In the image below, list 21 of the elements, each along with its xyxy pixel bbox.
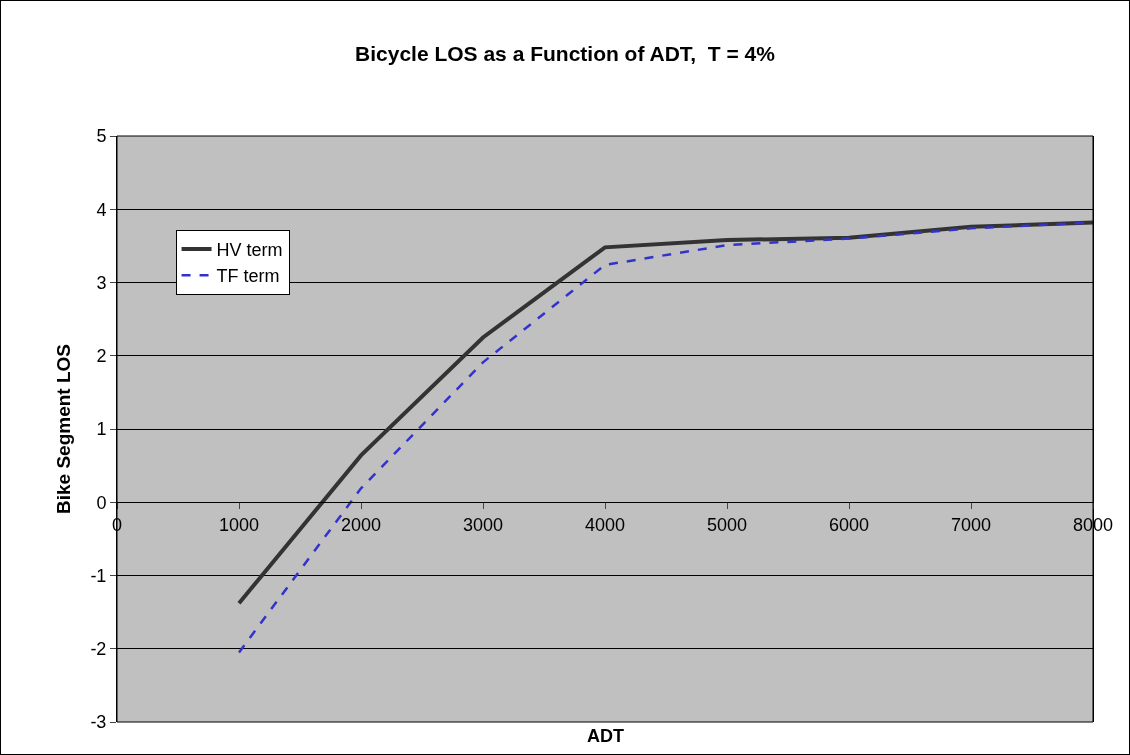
y-tick-label: -3	[90, 712, 107, 733]
y-tick-label: 1	[96, 419, 107, 440]
chart-title: Bicycle LOS as a Function of ADT, T = 4%	[355, 42, 776, 66]
y-tick-label: 3	[96, 272, 107, 293]
x-tick-label: 2000	[340, 514, 382, 535]
x-tick-label: 7000	[950, 514, 992, 535]
x-tick-label: 5000	[706, 514, 748, 535]
y-tick-label: -2	[90, 639, 107, 660]
y-tick-label: 4	[96, 199, 107, 220]
y-tick-label: 2	[96, 346, 107, 367]
y-axis-title: Bike Segment LOS	[53, 344, 75, 514]
x-tick-label: 4000	[584, 514, 626, 535]
x-tick-label: 1000	[218, 514, 260, 535]
legend-label: TF term	[216, 266, 280, 287]
y-tick-label: 0	[96, 492, 107, 513]
x-tick-label: 6000	[828, 514, 870, 535]
y-tick-label: 5	[96, 126, 107, 147]
y-tick-label: -1	[90, 565, 107, 586]
legend-label: HV term	[216, 239, 283, 260]
x-tick-label: 3000	[462, 514, 504, 535]
x-axis-title: ADT	[587, 726, 624, 746]
